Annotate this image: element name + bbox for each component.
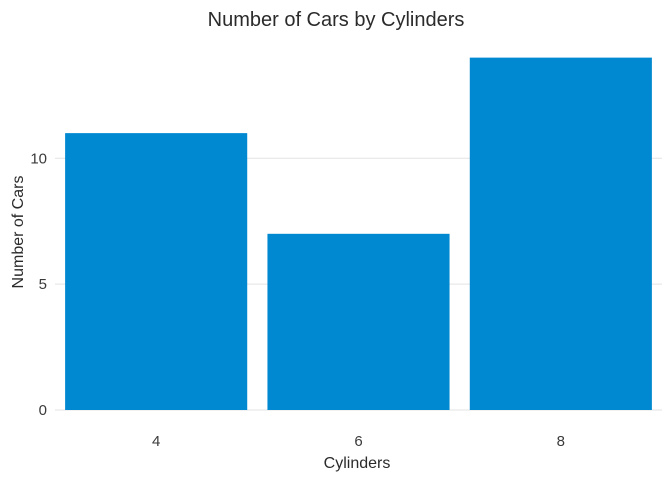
y-tick-label: 5: [39, 276, 47, 293]
y-tick-label: 10: [30, 150, 47, 167]
x-axis-label: Cylinders: [324, 455, 391, 472]
x-tick-label: 8: [557, 433, 565, 450]
x-tick-label: 4: [152, 433, 160, 450]
y-tick-label: 0: [39, 402, 47, 419]
bar-8: [469, 57, 652, 410]
y-axis-label: Number of Cars: [10, 176, 27, 289]
x-axis-ticks: 4 6 8: [152, 433, 565, 450]
bar-6: [267, 233, 450, 410]
x-tick-label: 6: [354, 433, 362, 450]
bars: [65, 57, 652, 410]
bar-4: [65, 133, 248, 410]
chart-title: Number of Cars by Cylinders: [208, 9, 465, 31]
y-axis-ticks: 0 5 10: [30, 150, 47, 419]
